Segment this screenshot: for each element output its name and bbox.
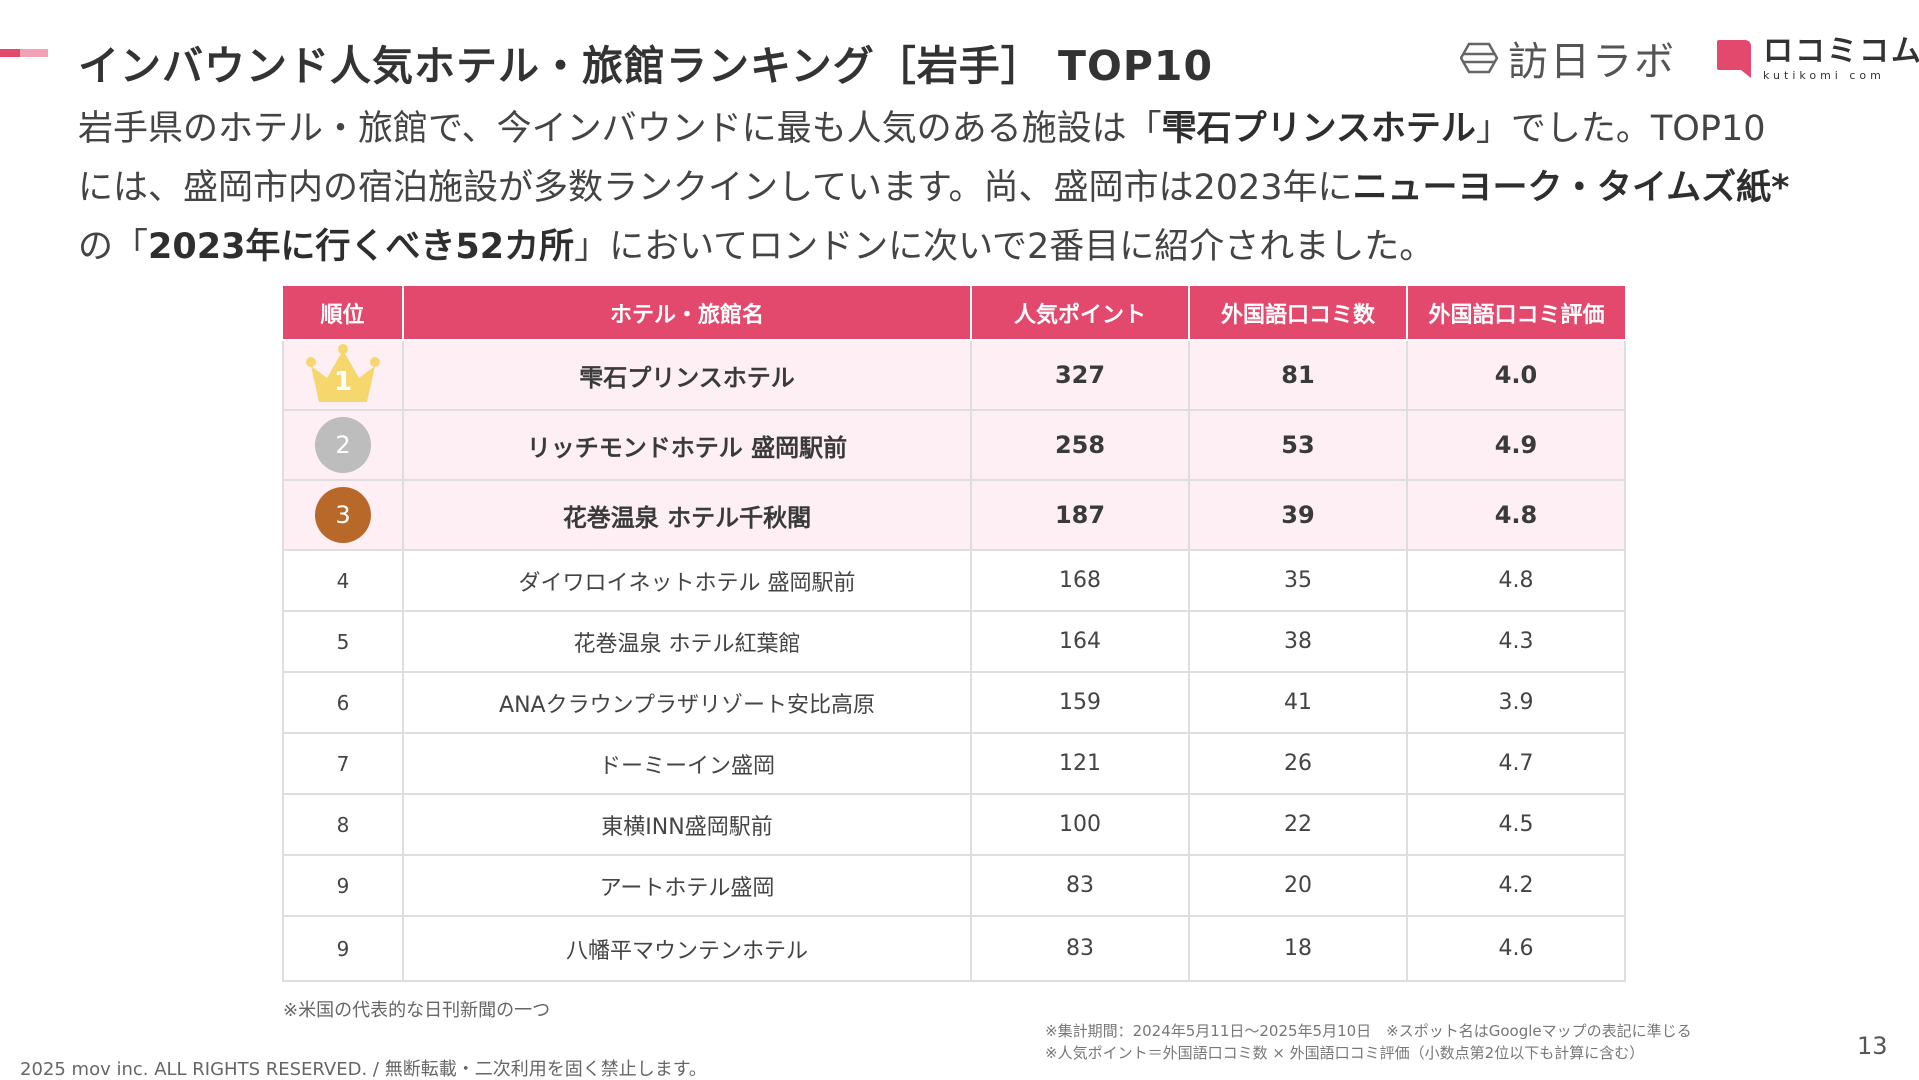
hotel-name: 花巻温泉 ホテル千秋閣 bbox=[402, 479, 972, 551]
header-hotel-name: ホテル・旅館名 bbox=[402, 286, 972, 341]
popularity-points: 258 bbox=[970, 409, 1190, 481]
popularity-points: 121 bbox=[970, 732, 1190, 795]
rank-cell: 1 bbox=[282, 339, 404, 411]
popularity-points: 100 bbox=[970, 793, 1190, 856]
popularity-points: 83 bbox=[970, 915, 1190, 982]
houjin-labo-logo: 訪日ラボ bbox=[1460, 34, 1676, 85]
review-count: 39 bbox=[1188, 479, 1408, 551]
review-count: 22 bbox=[1188, 793, 1408, 856]
table-row: 4 ダイワロイネットホテル 盛岡駅前 168 35 4.8 bbox=[282, 549, 1626, 612]
intro-highlight-hotel: 雫石プリンスホテル bbox=[1161, 109, 1476, 149]
rank-number: 1 bbox=[333, 367, 353, 397]
hotel-name: アートホテル盛岡 bbox=[402, 854, 972, 917]
popularity-points: 164 bbox=[970, 610, 1190, 673]
kutikomi-com-logo: ロコミコム kutikomi com bbox=[1715, 34, 1919, 84]
period-note: ※集計期間：2024年5月11日〜2025年5月10日 ※スポット名はGoogl… bbox=[1045, 1022, 1692, 1040]
review-rating: 4.8 bbox=[1406, 549, 1626, 612]
table-header-row: 順位 ホテル・旅館名 人気ポイント 外国語口コミ数 外国語口コミ評価 bbox=[283, 286, 1625, 341]
intro-text: には、盛岡市内の宿泊施設が多数ランクインしています。尚、盛岡市は2023年に bbox=[78, 168, 1353, 208]
intro-text: の「 bbox=[78, 227, 149, 267]
intro-text: 」においてロンドンに次いで2番目に紹介されました。 bbox=[574, 227, 1435, 267]
popularity-points: 83 bbox=[970, 854, 1190, 917]
gold-crown-icon: 1 bbox=[303, 344, 383, 406]
header-popularity-points: 人気ポイント bbox=[970, 286, 1190, 341]
popularity-points: 159 bbox=[970, 671, 1190, 734]
rank-number: 7 bbox=[282, 732, 404, 795]
review-count: 26 bbox=[1188, 732, 1408, 795]
rank-number: 8 bbox=[282, 793, 404, 856]
review-count: 18 bbox=[1188, 915, 1408, 982]
kutikomi-mark-icon bbox=[1717, 40, 1751, 78]
header-rank: 順位 bbox=[283, 286, 404, 341]
bronze-medal-icon: 3 bbox=[315, 487, 371, 543]
formula-note: ※人気ポイント＝外国語口コミ数 × 外国語口コミ評価（小数点第2位以下も計算に含… bbox=[1045, 1044, 1645, 1062]
title-accent-bar bbox=[0, 49, 48, 57]
method-notes: ※集計期間：2024年5月11日〜2025年5月10日 ※スポット名はGoogl… bbox=[1045, 1020, 1692, 1064]
hotel-name: ANAクラウンプラザリゾート安比高原 bbox=[402, 671, 972, 734]
page-number: 13 bbox=[1857, 1032, 1888, 1060]
rank-number: 2 bbox=[335, 431, 351, 459]
intro-text: 」でした。TOP10 bbox=[1475, 109, 1766, 149]
popularity-points: 187 bbox=[970, 479, 1190, 551]
rank-number: 5 bbox=[282, 610, 404, 673]
review-rating: 4.0 bbox=[1406, 339, 1626, 411]
review-count: 35 bbox=[1188, 549, 1408, 612]
page-title: インバウンド人気ホテル・旅館ランキング［岩手］ TOP10 bbox=[78, 42, 1213, 90]
hotel-name: 雫石プリンスホテル bbox=[402, 339, 972, 411]
rank-number: 6 bbox=[282, 671, 404, 734]
table-row: 5 花巻温泉 ホテル紅葉館 164 38 4.3 bbox=[282, 610, 1626, 673]
table-row: 9 八幡平マウンテンホテル 83 18 4.6 bbox=[282, 915, 1626, 982]
intro-highlight-nyt: ニューヨーク・タイムズ紙* bbox=[1352, 168, 1790, 208]
table-row: 1 雫石プリンスホテル 327 81 4.0 bbox=[282, 339, 1626, 411]
houjin-labo-wordmark: 訪日ラボ bbox=[1508, 39, 1676, 85]
intro-text: 岩手県のホテル・旅館で、今インバウンドに最も人気のある施設は「 bbox=[78, 109, 1162, 149]
rank-number: 4 bbox=[282, 549, 404, 612]
rank-cell: 3 bbox=[282, 479, 404, 551]
intro-paragraph: 岩手県のホテル・旅館で、今インバウンドに最も人気のある施設は「雫石プリンスホテル… bbox=[78, 100, 1908, 277]
review-rating: 3.9 bbox=[1406, 671, 1626, 734]
table-row: 9 アートホテル盛岡 83 20 4.2 bbox=[282, 854, 1626, 917]
review-rating: 4.3 bbox=[1406, 610, 1626, 673]
header-review-rating: 外国語口コミ評価 bbox=[1406, 286, 1625, 341]
hotel-name: ドーミーイン盛岡 bbox=[402, 732, 972, 795]
table-row: 6 ANAクラウンプラザリゾート安比高原 159 41 3.9 bbox=[282, 671, 1626, 734]
table-row: 8 東横INN盛岡駅前 100 22 4.5 bbox=[282, 793, 1626, 856]
review-rating: 4.6 bbox=[1406, 915, 1626, 982]
ranking-table: 順位 ホテル・旅館名 人気ポイント 外国語口コミ数 外国語口コミ評価 1 雫 bbox=[282, 286, 1626, 982]
review-rating: 4.7 bbox=[1406, 732, 1626, 795]
hotel-name: 東横INN盛岡駅前 bbox=[402, 793, 972, 856]
review-count: 41 bbox=[1188, 671, 1408, 734]
review-rating: 4.8 bbox=[1406, 479, 1626, 551]
asterisk-footnote: ※米国の代表的な日刊新聞の一つ bbox=[283, 1000, 551, 1021]
header-review-count: 外国語口コミ数 bbox=[1188, 286, 1408, 341]
rank-cell: 2 bbox=[282, 409, 404, 481]
table-row: 7 ドーミーイン盛岡 121 26 4.7 bbox=[282, 732, 1626, 795]
popularity-points: 168 bbox=[970, 549, 1190, 612]
table-row: 2 リッチモンドホテル 盛岡駅前 258 53 4.9 bbox=[282, 409, 1626, 481]
review-count: 81 bbox=[1188, 339, 1408, 411]
table-row: 3 花巻温泉 ホテル千秋閣 187 39 4.8 bbox=[282, 479, 1626, 551]
hotel-name: リッチモンドホテル 盛岡駅前 bbox=[402, 409, 972, 481]
review-count: 53 bbox=[1188, 409, 1408, 481]
rank-number: 9 bbox=[282, 854, 404, 917]
review-rating: 4.5 bbox=[1406, 793, 1626, 856]
kutikomi-wordmark: ロコミコム bbox=[1763, 34, 1919, 69]
kutikomi-subtitle: kutikomi com bbox=[1763, 69, 1885, 82]
popularity-points: 327 bbox=[970, 339, 1190, 411]
intro-highlight-52places: 2023年に行くべき52カ所 bbox=[148, 227, 575, 267]
rank-number: 9 bbox=[282, 915, 404, 982]
review-rating: 4.2 bbox=[1406, 854, 1626, 917]
hotel-name: 花巻温泉 ホテル紅葉館 bbox=[402, 610, 972, 673]
hotel-name: ダイワロイネットホテル 盛岡駅前 bbox=[402, 549, 972, 612]
copyright: 2025 mov inc. ALL RIGHTS RESERVED. / 無断転… bbox=[20, 1059, 707, 1080]
review-count: 38 bbox=[1188, 610, 1408, 673]
hotel-name: 八幡平マウンテンホテル bbox=[402, 915, 972, 982]
rank-number: 3 bbox=[335, 501, 351, 529]
houjin-labo-mark-icon bbox=[1460, 42, 1498, 74]
review-count: 20 bbox=[1188, 854, 1408, 917]
review-rating: 4.9 bbox=[1406, 409, 1626, 481]
silver-medal-icon: 2 bbox=[315, 417, 371, 473]
